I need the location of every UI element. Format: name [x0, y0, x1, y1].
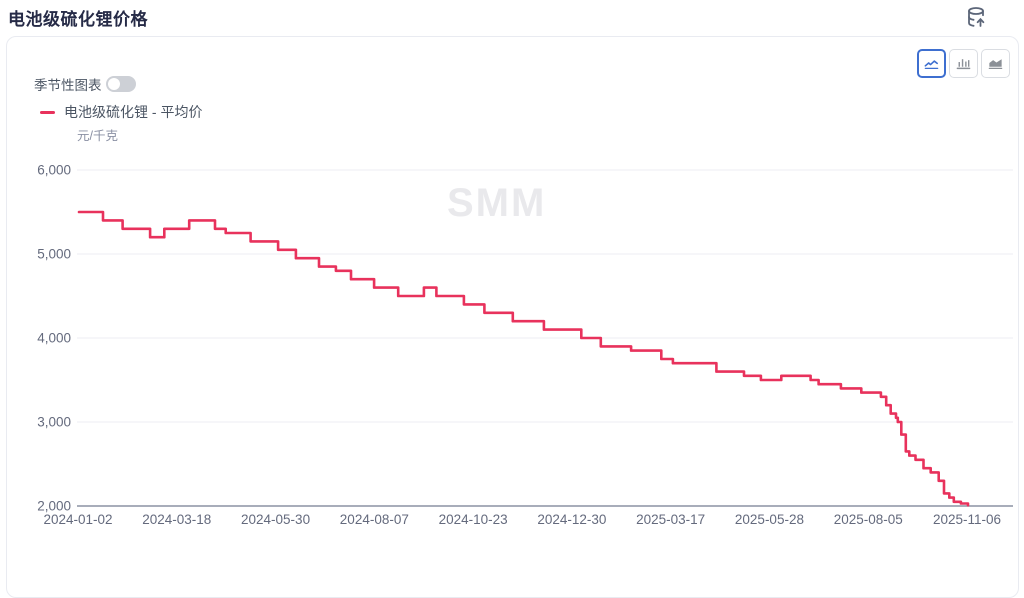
legend-series-dash — [40, 110, 55, 114]
seasonal-toggle-label: 季节性图表 — [34, 78, 102, 93]
page-title: 电池级硫化锂价格 — [8, 10, 148, 29]
x-axis-tick-label: 2024-08-07 — [339, 512, 409, 527]
y-axis-tick-label: 5,000 — [37, 246, 71, 262]
seasonal-toggle-switch[interactable] — [105, 76, 136, 92]
x-axis-tick-label: 2025-11-06 — [932, 512, 1002, 527]
area-chart-icon — [987, 54, 1004, 74]
line-chart-icon — [923, 54, 940, 74]
chart-card: 季节性图表 电池级硫化锂 - 平均价 元/千克 SMM 6,000 5,000 4,… — [6, 36, 1019, 598]
x-axis-tick-label: 2025-03-17 — [636, 512, 706, 527]
price-line-chart[interactable]: 6,000 5,000 4,000 3,000 2,000 2024-01-02 2024… — [31, 151, 1021, 551]
x-axis-tick-label: 2024-12-30 — [537, 512, 607, 527]
x-axis-tick-label: 2025-08-05 — [833, 512, 903, 527]
plot-area[interactable] — [31, 151, 1021, 521]
y-axis-tick-label: 2,000 — [37, 498, 71, 514]
chart-type-button-group — [917, 49, 1010, 78]
seasonal-toggle-row: 季节性图表 — [34, 74, 136, 94]
x-axis-labels: 2024-01-02 2024-03-18 2024-05-30 2024-08-07… — [31, 512, 1021, 532]
x-axis-tick-label: 2024-05-30 — [241, 512, 311, 527]
legend[interactable]: 电池级硫化锂 - 平均价 — [40, 102, 202, 122]
y-axis-unit-label: 元/千克 — [77, 129, 118, 143]
legend-series-label: 电池级硫化锂 - 平均价 — [64, 104, 203, 120]
area-chart-type-button[interactable] — [981, 49, 1010, 78]
bar-chart-type-button[interactable] — [949, 49, 978, 78]
line-chart-type-button[interactable] — [917, 49, 946, 78]
y-axis-tick-label: 3,000 — [37, 414, 71, 430]
bar-chart-icon — [955, 54, 972, 74]
y-axis-tick-label: 6,000 — [37, 162, 71, 178]
x-axis-tick-label: 2025-05-28 — [734, 512, 804, 527]
toggle-knob — [107, 78, 120, 90]
x-axis-tick-label: 2024-10-23 — [438, 512, 508, 527]
x-axis-tick-label: 2024-03-18 — [142, 512, 212, 527]
watermark: SMM — [447, 181, 547, 225]
y-axis-labels: 6,000 5,000 4,000 3,000 2,000 — [31, 151, 75, 521]
y-axis-tick-label: 4,000 — [37, 330, 71, 346]
database-upload-icon[interactable] — [963, 4, 991, 32]
x-axis-tick-label: 2024-01-02 — [43, 512, 113, 527]
